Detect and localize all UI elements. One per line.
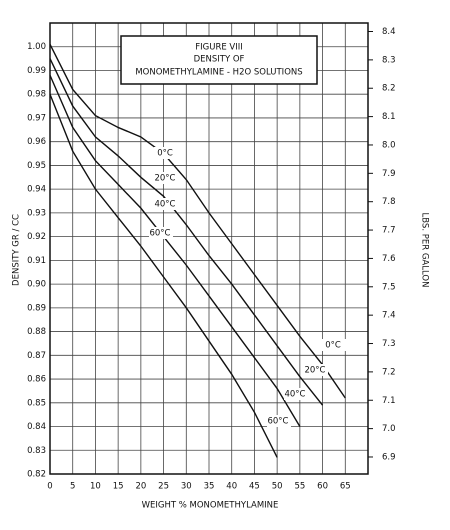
- label-bg: [304, 364, 328, 376]
- series-label: 60°C: [149, 229, 170, 239]
- y-tick-label: 0.82: [27, 470, 46, 480]
- y2-tick-label: 8.1: [382, 112, 396, 122]
- y2-tick-label: 7.6: [382, 254, 396, 264]
- series-line: [49, 58, 324, 406]
- y2-tick-label: 8.2: [382, 84, 396, 94]
- y2-axis-label: LBS. PER GALLON: [420, 213, 430, 288]
- y2-tick-label: 7.2: [382, 367, 396, 377]
- series-line: [49, 74, 301, 427]
- y-tick-label: 0.94: [27, 185, 46, 195]
- series-label: 20°C: [154, 174, 175, 184]
- x-tick-label: 30: [181, 482, 192, 492]
- x-tick-label: 25: [158, 482, 169, 492]
- x-tick-label: 55: [294, 482, 305, 492]
- y2-tick-label: 7.4: [382, 311, 396, 321]
- y-tick-label: 0.95: [27, 161, 46, 171]
- y2-tick-label: 8.4: [382, 27, 396, 37]
- y-tick-label: 0.93: [27, 208, 46, 218]
- chart-title: FIGURE VIII: [195, 43, 243, 53]
- x-axis-label: WEIGHT % MONOMETHYLAMINE: [142, 501, 279, 511]
- y2-tick-label: 7.1: [382, 396, 396, 406]
- label-bg: [154, 172, 178, 184]
- y2-tick-label: 8.3: [382, 55, 396, 65]
- x-tick-label: 40: [226, 482, 237, 492]
- series-label: 0°C: [157, 149, 173, 159]
- y-tick-label: 0.98: [27, 90, 46, 100]
- x-tick-label: 35: [204, 482, 215, 492]
- y2-tick-label: 7.8: [382, 197, 396, 207]
- x-tick-label: 10: [90, 482, 101, 492]
- series-line: [49, 44, 346, 399]
- y2-tick-label: 7.0: [382, 424, 396, 434]
- y-tick-label: 0.87: [27, 351, 46, 361]
- plot-frame: [49, 22, 369, 475]
- x-tick-label: 15: [113, 482, 124, 492]
- chart-caption: MONOMETHYLAMINE - H2O SOLUTIONS: [135, 68, 302, 78]
- y-axis-label: DENSITY GR / CC: [12, 214, 22, 286]
- x-tick-label: 50: [272, 482, 283, 492]
- x-tick-label: 45: [249, 482, 260, 492]
- series-label: 0°C: [325, 341, 341, 351]
- label-bg: [322, 339, 346, 351]
- x-tick-label: 60: [317, 482, 328, 492]
- y2-tick-label: 6.9: [382, 452, 396, 462]
- y2-tick-label: 8.0: [382, 140, 396, 150]
- y-tick-label: 1.00: [27, 42, 46, 52]
- series-label: 40°C: [284, 390, 305, 400]
- label-bg: [149, 227, 173, 239]
- y-tick-label: 0.97: [27, 113, 46, 123]
- y-tick-label: 0.92: [27, 232, 46, 242]
- y-tick-label: 0.89: [27, 303, 46, 313]
- y2-tick-label: 7.7: [382, 226, 396, 236]
- label-bg: [154, 147, 178, 159]
- x-tick-label: 5: [70, 482, 75, 492]
- series-label: 40°C: [154, 200, 175, 210]
- label-bg: [284, 388, 308, 400]
- series-line: [49, 93, 278, 458]
- y-tick-label: 0.84: [27, 422, 46, 432]
- x-tick-label: 65: [340, 482, 351, 492]
- y-tick-label: 0.91: [27, 256, 46, 266]
- y-tick-label: 0.86: [27, 375, 46, 385]
- y2-tick-label: 7.3: [382, 339, 396, 349]
- chart-subtitle: DENSITY OF: [194, 55, 245, 65]
- y-tick-label: 0.96: [27, 137, 46, 147]
- series-label: 20°C: [304, 366, 325, 376]
- x-tick-label: 0: [47, 482, 52, 492]
- label-bg: [154, 198, 178, 210]
- y-tick-label: 0.85: [27, 398, 46, 408]
- label-bg: [267, 415, 291, 427]
- title-box: [120, 35, 318, 85]
- y2-tick-label: 7.9: [382, 169, 396, 179]
- y-tick-label: 0.90: [27, 280, 46, 290]
- x-tick-label: 20: [135, 482, 146, 492]
- y2-tick-label: 7.5: [382, 282, 396, 292]
- y-tick-label: 0.99: [27, 66, 46, 76]
- series-label: 60°C: [267, 417, 288, 427]
- y-tick-label: 0.88: [27, 327, 46, 337]
- y-tick-label: 0.83: [27, 446, 46, 456]
